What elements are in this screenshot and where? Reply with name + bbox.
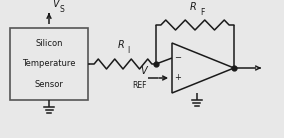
- Text: F: F: [200, 8, 204, 17]
- Text: Silicon: Silicon: [35, 39, 63, 48]
- FancyBboxPatch shape: [10, 28, 88, 100]
- Text: I: I: [127, 46, 129, 55]
- Text: +: +: [175, 74, 181, 83]
- Text: R: R: [118, 40, 124, 50]
- Text: Sensor: Sensor: [35, 80, 63, 89]
- Polygon shape: [172, 43, 234, 93]
- Text: V: V: [140, 66, 147, 76]
- Text: REF: REF: [133, 81, 147, 90]
- Text: S: S: [59, 5, 64, 14]
- Text: R: R: [190, 2, 196, 12]
- Text: −: −: [174, 54, 181, 63]
- Text: Temperature: Temperature: [22, 59, 76, 68]
- Text: V: V: [52, 0, 59, 9]
